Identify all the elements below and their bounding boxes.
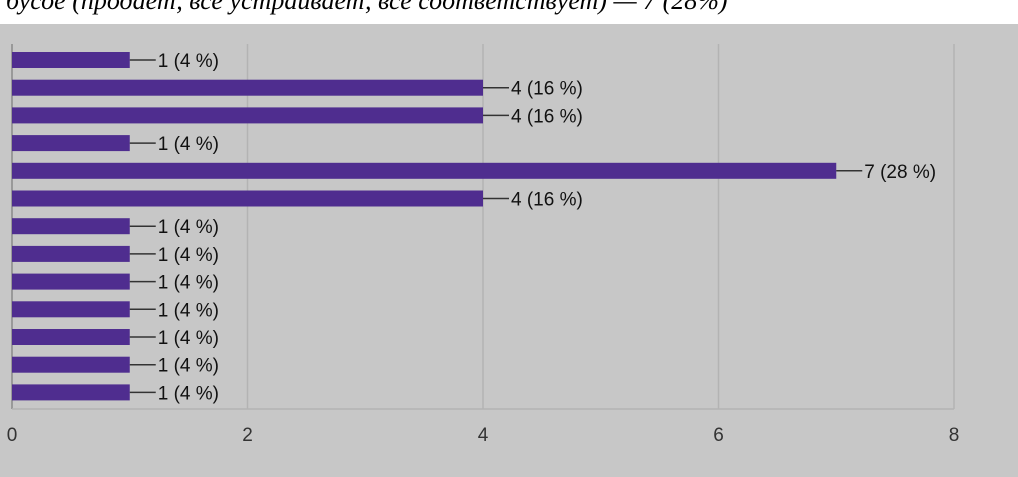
bar-data-label: 1 (4 %)	[158, 217, 219, 238]
bar	[12, 384, 130, 401]
bar	[12, 52, 130, 68]
bar-data-label: 1 (4 %)	[158, 134, 219, 155]
bar	[12, 162, 837, 179]
data-labels: 1 (4 %) 4 (16 %) 4 (16 %) 1 (4 %) 7 (28 %) 4 …	[129, 51, 936, 404]
bar-data-label: 1 (4 %)	[158, 356, 219, 377]
bar-data-label: 1 (4 %)	[158, 51, 219, 72]
bar	[12, 356, 130, 373]
bar-data-label: 7 (28 %)	[864, 162, 936, 183]
bar	[12, 301, 130, 318]
chart-question-header: бусое (продает, все устраивает, все соот…	[0, 0, 1018, 24]
bar	[12, 79, 483, 96]
x-tick-label: 2	[242, 425, 253, 446]
bar-data-label: 4 (16 %)	[511, 106, 583, 127]
bar	[12, 273, 130, 290]
question-text: бусое (продает, все устраивает, все соот…	[6, 0, 728, 15]
bar-data-label: 1 (4 %)	[158, 273, 219, 294]
bar	[12, 329, 130, 345]
gridlines	[11, 44, 955, 410]
bar-data-label: 4 (16 %)	[511, 79, 583, 100]
x-axis-ticks: 0 2 4 6 8	[7, 425, 960, 446]
chart-panel: 1 (4 %) 4 (16 %) 4 (16 %) 1 (4 %) 7 (28 %) 4 …	[0, 24, 1018, 477]
bar	[12, 107, 483, 124]
bar	[12, 218, 130, 235]
bar-data-label: 4 (16 %)	[511, 190, 583, 211]
x-tick-label: 0	[7, 425, 18, 446]
bar-data-label: 1 (4 %)	[158, 328, 219, 349]
bar	[12, 190, 483, 207]
bar	[12, 245, 130, 262]
bar	[12, 135, 130, 152]
bar-data-label: 1 (4 %)	[158, 383, 219, 404]
bars	[12, 52, 837, 401]
bar-data-label: 1 (4 %)	[158, 245, 219, 266]
bar-chart: 1 (4 %) 4 (16 %) 4 (16 %) 1 (4 %) 7 (28 %) 4 …	[7, 44, 960, 446]
x-tick-label: 4	[478, 425, 489, 446]
bar-data-label: 1 (4 %)	[158, 300, 219, 321]
x-tick-label: 8	[949, 425, 960, 446]
x-tick-label: 6	[713, 425, 724, 446]
